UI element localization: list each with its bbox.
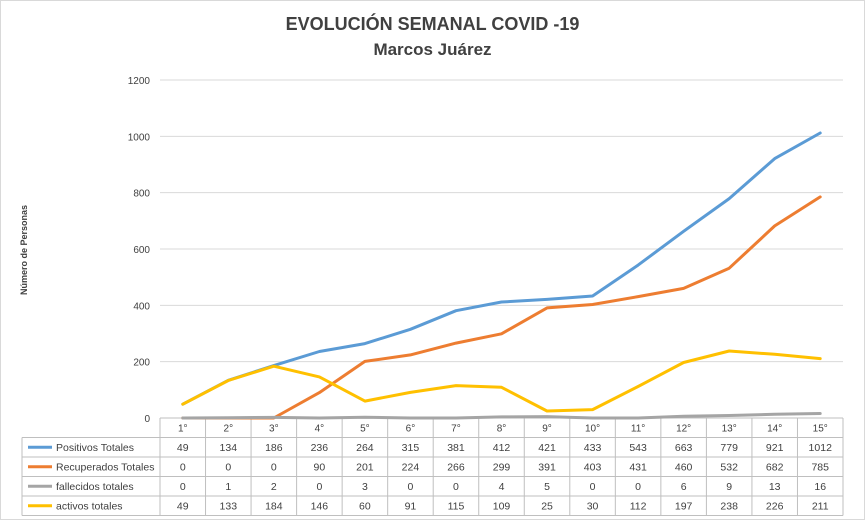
data-value: 133 — [220, 500, 238, 512]
y-tick-label: 1000 — [128, 132, 151, 143]
data-value: 403 — [584, 461, 602, 473]
x-tick-label: 2° — [224, 424, 234, 435]
data-value: 412 — [493, 442, 511, 454]
data-value: 30 — [587, 500, 599, 512]
data-value: 0 — [271, 461, 277, 473]
data-value: 3 — [362, 481, 368, 493]
data-value: 238 — [720, 500, 738, 512]
data-value: 6 — [681, 481, 687, 493]
data-value: 663 — [675, 442, 693, 454]
data-value: 921 — [766, 442, 784, 454]
y-tick-label: 600 — [133, 245, 150, 256]
data-value: 2 — [271, 481, 277, 493]
data-value: 49 — [177, 500, 189, 512]
data-value: 197 — [675, 500, 693, 512]
chart-subtitle: Marcos Juárez — [373, 40, 492, 59]
data-value: 146 — [311, 500, 329, 512]
data-value: 25 — [541, 500, 553, 512]
data-value: 90 — [314, 461, 326, 473]
data-value: 431 — [629, 461, 647, 473]
series-line — [181, 131, 822, 406]
x-tick-label: 12° — [676, 424, 691, 435]
data-value: 0 — [316, 481, 322, 493]
data-value: 13 — [769, 481, 781, 493]
x-tick-label: 1° — [178, 424, 188, 435]
y-tick-label: 200 — [133, 358, 150, 369]
data-value: 460 — [675, 461, 693, 473]
x-tick-label: 7° — [451, 424, 461, 435]
data-value: 779 — [720, 442, 738, 454]
x-tick-label: 11° — [631, 424, 645, 435]
x-tick-label: 9° — [542, 424, 552, 435]
data-value: 49 — [177, 442, 189, 454]
data-value: 9 — [726, 481, 732, 493]
y-tick-label: 800 — [133, 189, 150, 200]
legend-label: fallecidos totales — [56, 481, 134, 493]
data-value: 201 — [356, 461, 374, 473]
data-value: 184 — [265, 500, 283, 512]
x-tick-label: 8° — [497, 424, 507, 435]
x-tick-label: 15° — [813, 424, 828, 435]
data-value: 91 — [405, 500, 417, 512]
data-value: 0 — [180, 461, 186, 473]
series-line — [181, 195, 822, 420]
data-value: 381 — [447, 442, 465, 454]
data-value: 226 — [766, 500, 784, 512]
data-value: 421 — [538, 442, 556, 454]
data-value: 0 — [408, 481, 414, 493]
x-tick-label: 6° — [406, 424, 416, 435]
data-value: 391 — [538, 461, 556, 473]
legend-label: Recuperados Totales — [56, 461, 154, 473]
data-value: 4 — [499, 481, 505, 493]
data-value: 433 — [584, 442, 602, 454]
legend-label: Positivos Totales — [56, 442, 134, 454]
data-value: 0 — [180, 481, 186, 493]
data-value: 224 — [402, 461, 420, 473]
data-value: 112 — [630, 500, 647, 512]
y-tick-label: 1200 — [128, 76, 151, 87]
data-value: 0 — [590, 481, 596, 493]
data-value: 60 — [359, 500, 371, 512]
data-value: 16 — [814, 481, 826, 493]
data-value: 0 — [453, 481, 459, 493]
x-tick-label: 5° — [360, 424, 370, 435]
x-tick-label: 10° — [585, 424, 600, 435]
x-tick-label: 14° — [767, 424, 782, 435]
data-value: 0 — [225, 461, 231, 473]
data-value: 186 — [265, 442, 283, 454]
data-value: 266 — [447, 461, 465, 473]
x-tick-label: 13° — [722, 424, 737, 435]
x-tick-label: 3° — [269, 424, 279, 435]
data-value: 315 — [402, 442, 420, 454]
data-value: 109 — [493, 500, 511, 512]
y-tick-label: 400 — [133, 301, 150, 312]
data-value: 0 — [635, 481, 641, 493]
y-tick-label: 0 — [144, 414, 150, 425]
data-value: 134 — [220, 442, 238, 454]
data-value: 682 — [766, 461, 784, 473]
data-value: 543 — [629, 442, 647, 454]
data-value: 211 — [812, 500, 829, 512]
data-value: 264 — [356, 442, 374, 454]
series-line — [181, 412, 822, 420]
legend-label: activos totales — [56, 500, 123, 512]
chart-title: EVOLUCIÓN SEMANAL COVID -19 — [285, 14, 580, 34]
x-tick-label: 4° — [315, 424, 325, 435]
data-value: 299 — [493, 461, 511, 473]
series-line — [181, 349, 822, 413]
data-value: 1012 — [809, 442, 833, 454]
data-value: 5 — [544, 481, 550, 493]
data-value: 236 — [311, 442, 329, 454]
data-value: 785 — [811, 461, 829, 473]
data-value: 115 — [448, 500, 465, 512]
data-value: 1 — [225, 481, 231, 493]
data-value: 532 — [720, 461, 738, 473]
